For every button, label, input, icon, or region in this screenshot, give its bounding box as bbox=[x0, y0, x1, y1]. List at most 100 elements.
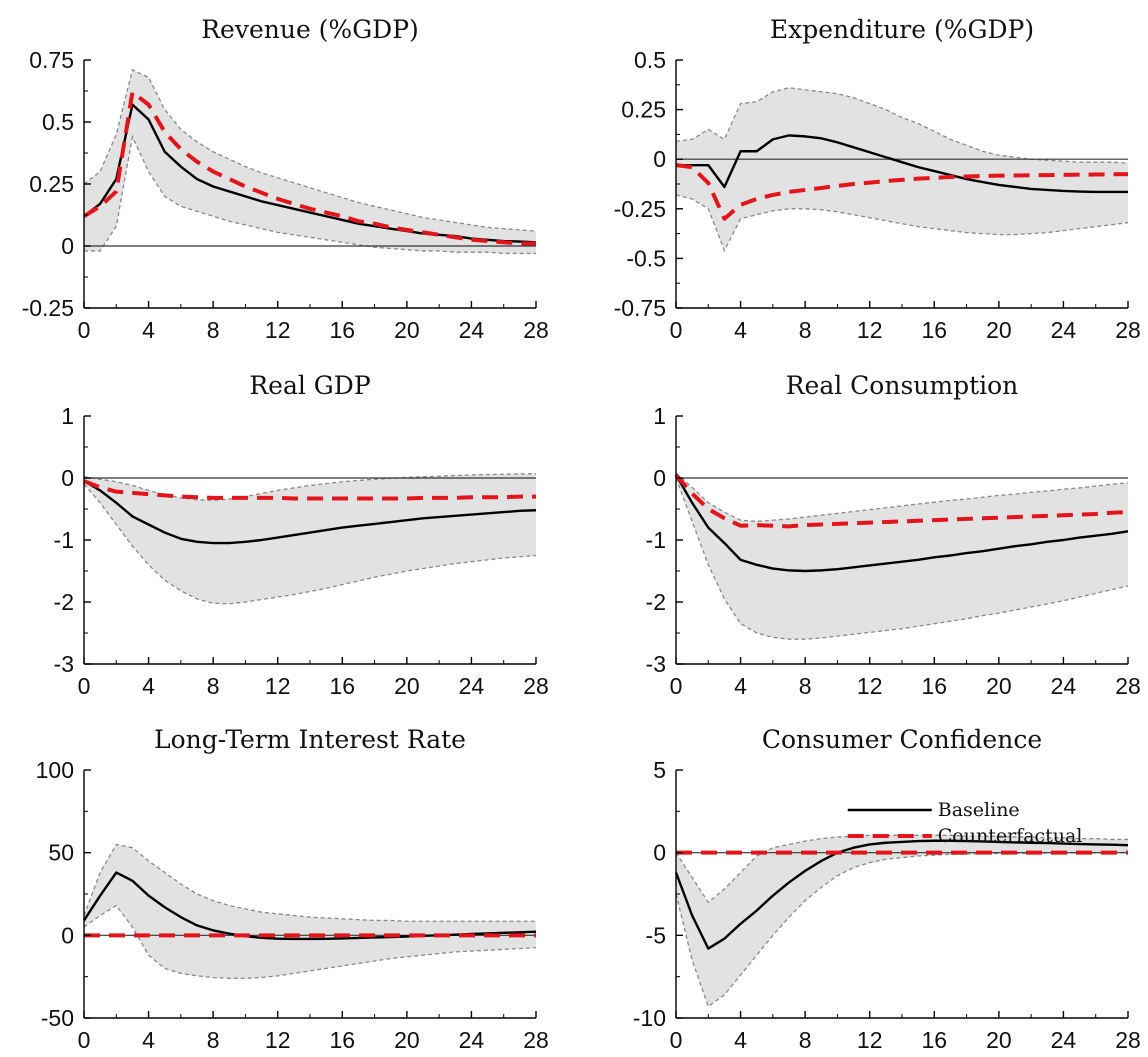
chart-panel-6: 0 4 8 12 16 20 24 28 -10 -5 0 5 Consumer Confidence B… bbox=[633, 725, 1141, 1053]
band-upper-edge bbox=[83, 69, 537, 232]
y-tick-label: 0.25 bbox=[29, 171, 74, 197]
counterfactual-line bbox=[82, 90, 536, 246]
x-tick-label: 12 bbox=[857, 317, 883, 343]
band-upper-edge bbox=[675, 472, 1129, 523]
y-tick-label: -3 bbox=[54, 651, 74, 677]
x-tick-label: 8 bbox=[799, 1027, 812, 1053]
confidence-band bbox=[84, 69, 536, 254]
panel-title: Revenue (%GDP) bbox=[201, 15, 419, 44]
confidence-band bbox=[676, 473, 1128, 640]
x-tick-label: 4 bbox=[734, 673, 747, 699]
band-lower-edge bbox=[675, 194, 1129, 253]
confidence-band bbox=[676, 87, 1128, 251]
x-tick-label: 16 bbox=[921, 317, 947, 343]
x-tick-label: 20 bbox=[394, 1027, 420, 1053]
x-tick-label: 8 bbox=[207, 1027, 220, 1053]
y-tick-label: -3 bbox=[646, 651, 666, 677]
legend-label-counterfactual: Counterfactual bbox=[938, 825, 1083, 847]
x-tick-label: 20 bbox=[394, 673, 420, 699]
band-upper-edge bbox=[83, 843, 536, 922]
x-tick-label: 28 bbox=[1115, 1027, 1141, 1053]
x-tick-label: 12 bbox=[857, 1027, 883, 1053]
panel-title: Real Consumption bbox=[786, 371, 1019, 400]
y-tick-label: 0 bbox=[653, 465, 666, 491]
y-tick-label: -50 bbox=[41, 1005, 74, 1031]
x-tick-label: 28 bbox=[1115, 317, 1141, 343]
y-tick-label: 5 bbox=[653, 757, 666, 783]
y-tick-label: 1 bbox=[61, 403, 74, 429]
band-lower-edge bbox=[675, 477, 1129, 640]
x-tick-label: 16 bbox=[921, 673, 947, 699]
x-tick-label: 0 bbox=[670, 1027, 683, 1053]
y-tick-label: 0 bbox=[61, 465, 74, 491]
y-tick-label: -0.25 bbox=[614, 196, 666, 222]
y-tick-label: 0.25 bbox=[621, 97, 666, 123]
x-tick-label: 20 bbox=[986, 673, 1012, 699]
y-tick-label: 1 bbox=[653, 403, 666, 429]
y-tick-label: -0.75 bbox=[614, 295, 666, 321]
panel-title: Expenditure (%GDP) bbox=[770, 15, 1034, 44]
y-tick-label: 0 bbox=[653, 840, 666, 866]
x-tick-label: 8 bbox=[207, 673, 220, 699]
x-tick-label: 8 bbox=[207, 317, 220, 343]
x-tick-label: 24 bbox=[1051, 317, 1077, 343]
x-tick-label: 28 bbox=[523, 1027, 549, 1053]
x-tick-label: 28 bbox=[523, 317, 549, 343]
legend: Baseline Counterfactual bbox=[847, 799, 1083, 847]
x-tick-label: 4 bbox=[734, 1027, 747, 1053]
y-tick-label: -10 bbox=[633, 1005, 666, 1031]
x-tick-label: 12 bbox=[265, 317, 291, 343]
baseline-line bbox=[674, 839, 1129, 950]
x-tick-label: 16 bbox=[329, 673, 355, 699]
y-tick-label: 0 bbox=[61, 233, 74, 259]
x-tick-label: 20 bbox=[986, 317, 1012, 343]
y-tick-label: -5 bbox=[646, 922, 666, 948]
confidence-band bbox=[84, 473, 536, 604]
y-tick-label: -1 bbox=[646, 527, 666, 553]
x-tick-label: 12 bbox=[857, 673, 883, 699]
x-tick-label: 28 bbox=[1115, 673, 1141, 699]
y-tick-label: 0 bbox=[61, 922, 74, 948]
baseline-line bbox=[83, 480, 537, 545]
x-tick-label: 16 bbox=[329, 1027, 355, 1053]
x-tick-label: 0 bbox=[670, 317, 683, 343]
legend-label-baseline: Baseline bbox=[938, 799, 1020, 821]
chart-panel-2: 0 4 8 12 16 20 24 28 -0.75 -0.5 -0.25 0 0.25 0.5 Expen… bbox=[614, 15, 1141, 343]
y-tick-label: 0.75 bbox=[29, 47, 74, 73]
x-tick-label: 24 bbox=[459, 317, 485, 343]
band-upper-edge bbox=[675, 87, 1129, 164]
counterfactual-line bbox=[675, 163, 1129, 221]
x-tick-label: 0 bbox=[78, 1027, 91, 1053]
confidence-band bbox=[84, 844, 536, 979]
counterfactual-line bbox=[83, 479, 536, 501]
x-tick-label: 24 bbox=[459, 1027, 485, 1053]
band-lower-edge bbox=[84, 134, 536, 255]
x-tick-label: 24 bbox=[1051, 673, 1077, 699]
y-tick-label: -2 bbox=[54, 589, 74, 615]
confidence-band bbox=[676, 835, 1128, 1007]
x-tick-label: 24 bbox=[459, 673, 485, 699]
y-tick-label: 0.5 bbox=[634, 47, 666, 73]
y-tick-label: 50 bbox=[48, 840, 74, 866]
y-tick-label: -1 bbox=[54, 527, 74, 553]
x-tick-label: 4 bbox=[142, 1027, 155, 1053]
x-tick-label: 4 bbox=[142, 317, 155, 343]
panel-title: Consumer Confidence bbox=[762, 725, 1042, 754]
chart-panel-4: 0 4 8 12 16 20 24 28 -3 -2 -1 0 1 Real Consumption bbox=[646, 371, 1141, 699]
chart-panel-3: 0 4 8 12 16 20 24 28 -3 -2 -1 0 1 Real GDP bbox=[54, 371, 549, 699]
x-tick-label: 0 bbox=[670, 673, 683, 699]
x-tick-label: 12 bbox=[265, 673, 291, 699]
y-tick-label: 0.5 bbox=[42, 109, 74, 135]
x-tick-label: 20 bbox=[986, 1027, 1012, 1053]
x-tick-label: 8 bbox=[799, 317, 812, 343]
baseline-line bbox=[676, 134, 1128, 194]
y-tick-label: 0 bbox=[653, 146, 666, 172]
band-lower-edge bbox=[83, 904, 537, 979]
baseline-line bbox=[674, 474, 1129, 573]
x-tick-label: 0 bbox=[78, 673, 91, 699]
x-tick-label: 0 bbox=[78, 317, 91, 343]
x-tick-label: 24 bbox=[1051, 1027, 1077, 1053]
